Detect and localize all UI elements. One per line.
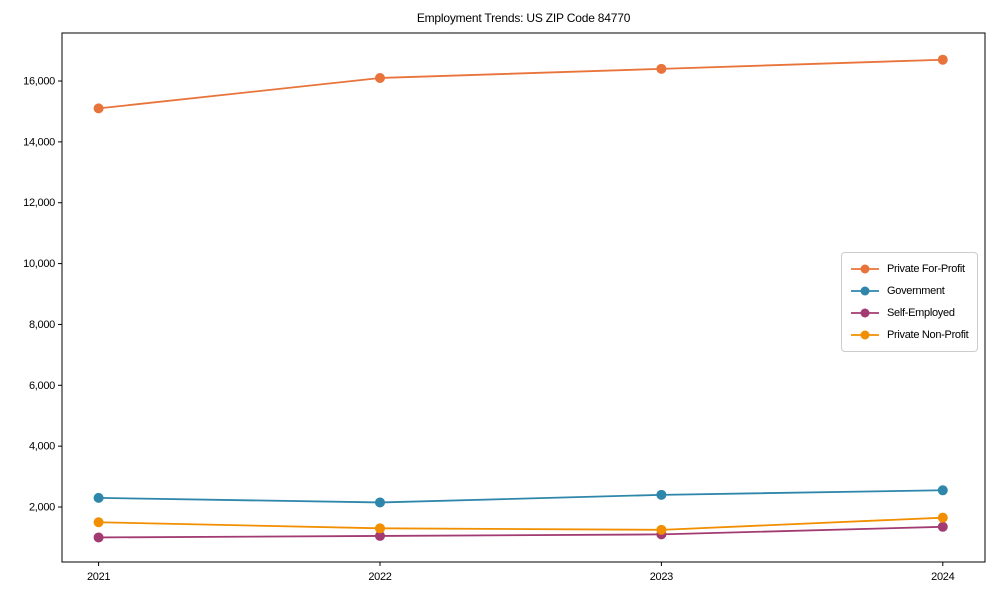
y-tick-label: 12,000 [23,197,55,209]
data-point [937,521,948,532]
y-tick-label: 16,000 [23,76,55,88]
legend-marker-icon [851,286,879,296]
chart-title: Employment Trends: US ZIP Code 84770 [416,11,631,25]
legend-entry: Private For-Profit [850,258,969,280]
data-point [93,517,104,528]
data-point [374,72,385,83]
data-point [937,485,948,496]
data-series [93,54,948,543]
data-point [93,103,104,114]
plot-border [61,32,986,563]
y-tick-label: 14,000 [23,136,55,148]
y-tick-label: 6,000 [29,380,55,392]
x-tick-label: 2023 [650,571,673,583]
series-line-private-non-profit [97,516,944,531]
x-tick-label: 2024 [931,571,954,583]
y-tick-label: 4,000 [29,441,55,453]
x-tick-label: 2021 [87,571,110,583]
data-point [656,524,667,535]
y-tick-label: 2,000 [29,502,55,514]
legend-marker-icon [851,330,879,340]
legend: Private For-Profit Government Self-Employe… [841,252,978,352]
data-point [656,489,667,500]
y-tick-label: 8,000 [29,319,55,331]
legend-marker-icon [851,308,879,318]
legend-label: Private Non-Profit [887,329,969,341]
series-line-government [97,489,944,504]
y-tick-label: 10,000 [23,258,55,270]
data-point [937,512,948,523]
data-point [93,532,104,543]
data-point [93,492,104,503]
legend-entry: Self-Employed [850,302,969,324]
legend-label: Self-Employed [887,307,955,319]
legend-entry: Government [850,280,969,302]
data-point [374,523,385,534]
x-tick-label: 2022 [368,571,391,583]
legend-label: Government [887,285,945,297]
legend-marker-icon [851,264,879,274]
legend-label: Private For-Profit [887,263,965,275]
legend-entry: Private Non-Profit [850,324,969,346]
data-point [374,497,385,508]
series-line-private-for-profit [97,58,944,110]
data-point [656,63,667,74]
data-point [374,530,385,541]
data-point [937,54,948,65]
axes: 2,000 4,000 6,000 8,000 10,000 12,000 14,000 16… [23,32,986,583]
series-line-self-employed [97,525,944,539]
